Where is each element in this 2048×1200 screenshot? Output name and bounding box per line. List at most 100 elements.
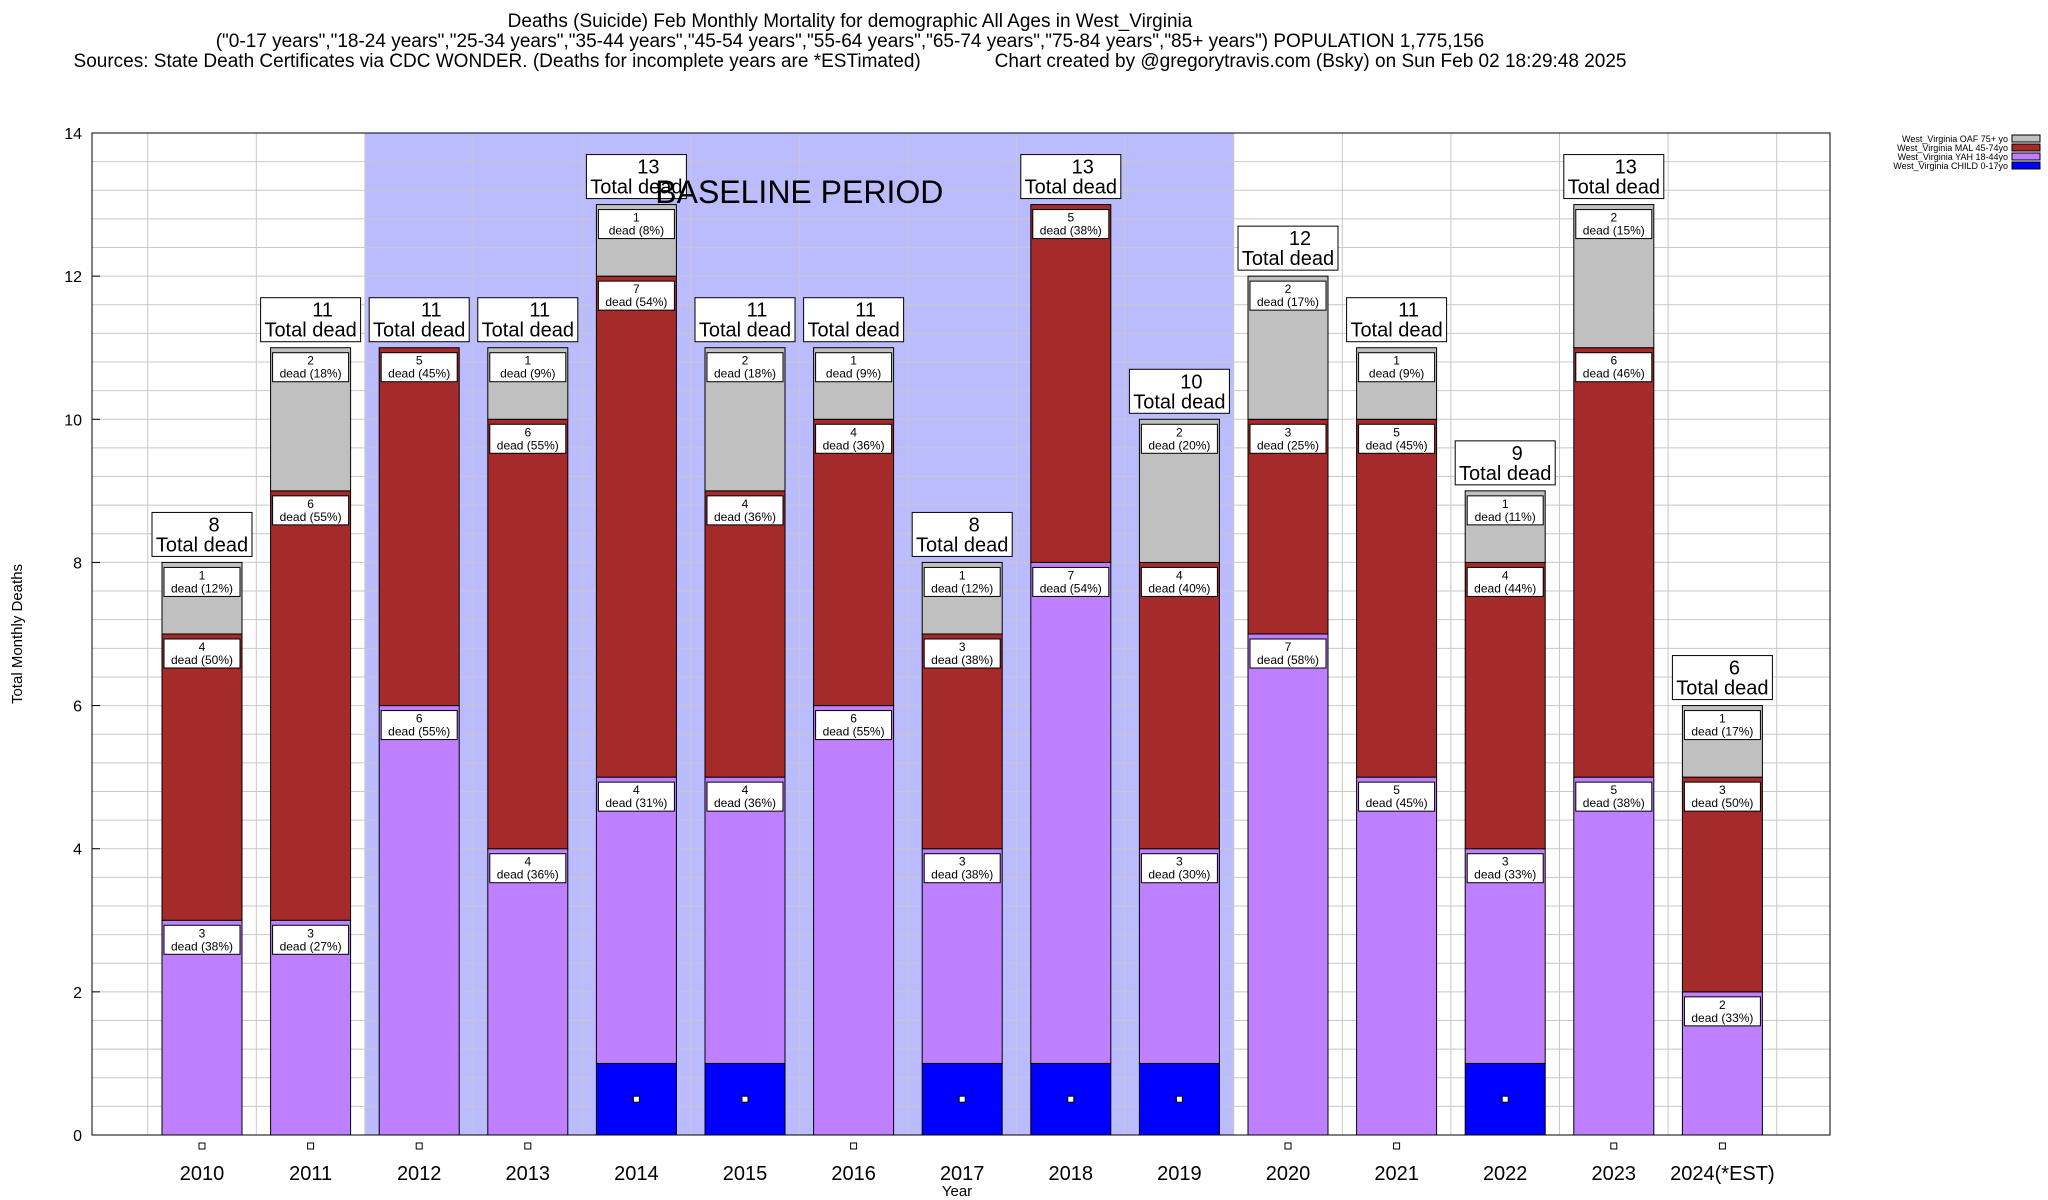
legend-entry: West_Virginia YAH 18-44yo xyxy=(1898,152,2041,162)
x-category-label: 2017 xyxy=(940,1163,985,1185)
segment-percent: dead (8%) xyxy=(609,224,664,238)
total-box xyxy=(260,297,362,343)
total-caption: Total dead xyxy=(699,320,791,342)
total-box xyxy=(1020,154,1122,200)
chart-subtitle-sources: Sources: State Death Certificates via CD… xyxy=(73,51,1627,72)
label-box xyxy=(489,853,567,884)
bar-segment-mal xyxy=(1464,561,1546,850)
label-box xyxy=(1032,209,1110,240)
segment-percent: dead (36%) xyxy=(714,510,776,524)
segment-percent: dead (38%) xyxy=(931,868,993,882)
bar-segment-mal xyxy=(1030,204,1112,563)
total-box xyxy=(1237,225,1339,271)
segment-percent: dead (58%) xyxy=(1257,653,1319,667)
segment-percent: dead (33%) xyxy=(1691,1011,1753,1025)
label-box xyxy=(1575,209,1653,240)
segment-count: 4 xyxy=(524,855,531,869)
x-marker xyxy=(1393,1142,1401,1150)
legend-swatch xyxy=(2011,134,2041,143)
segment-percent: dead (27%) xyxy=(280,939,342,953)
segment-percent: dead (44%) xyxy=(1474,581,1536,595)
bar-segment-yah xyxy=(378,705,460,1136)
total-caption: Total dead xyxy=(1676,678,1768,700)
total-box xyxy=(803,297,905,343)
total-box xyxy=(911,511,1013,557)
legend-label: West_Virginia OAF 75+ yo xyxy=(1902,134,2008,144)
segment-percent: dead (30%) xyxy=(1148,868,1210,882)
total-caption: Total dead xyxy=(590,177,682,199)
x-category-label: 2014 xyxy=(614,1163,659,1185)
legend-entry: West_Virginia CHILD 0-17yo xyxy=(1893,161,2041,171)
total-box xyxy=(477,297,579,343)
segment-count: 3 xyxy=(307,926,314,940)
label-box xyxy=(1140,853,1218,884)
bar-segment-yah xyxy=(921,848,1003,1064)
segment-count: 4 xyxy=(199,640,206,654)
bar-segment-yah xyxy=(1030,561,1112,1064)
segment-count: 1 xyxy=(1719,712,1726,726)
segment-percent: dead (46%) xyxy=(1583,367,1645,381)
label-box xyxy=(1466,566,1544,597)
segment-count: 3 xyxy=(1502,855,1509,869)
label-box xyxy=(163,924,241,955)
segment-count: 4 xyxy=(850,425,857,439)
y-axis-label: Total Monthly Deaths xyxy=(9,564,26,704)
segment-count: 2 xyxy=(742,354,749,368)
legend-swatch xyxy=(2011,161,2041,170)
bar-segment-mal xyxy=(813,418,895,707)
segment-count: 7 xyxy=(1285,640,1292,654)
segment-percent: dead (55%) xyxy=(388,725,450,739)
total-count: 8 xyxy=(969,514,980,536)
bar-segment-mal xyxy=(595,275,677,778)
x-category-label: 2024(*EST) xyxy=(1670,1163,1775,1185)
segment-count: 4 xyxy=(1502,568,1509,582)
segment-count: 2 xyxy=(1285,282,1292,296)
segment-count: 3 xyxy=(1176,855,1183,869)
label-box xyxy=(597,781,675,812)
label-box xyxy=(706,781,784,812)
segment-count: 6 xyxy=(416,712,423,726)
label-box xyxy=(706,352,784,383)
y-tick-label: 14 xyxy=(64,126,82,143)
chart-title-block: Deaths (Suicide) Feb Monthly Mortality f… xyxy=(0,12,1700,72)
label-box xyxy=(706,495,784,526)
segment-percent: dead (38%) xyxy=(1040,224,1102,238)
total-box xyxy=(694,297,796,343)
segment-percent: dead (20%) xyxy=(1148,438,1210,452)
segment-count: 5 xyxy=(416,354,423,368)
label-box xyxy=(163,638,241,669)
x-category-label: 2012 xyxy=(397,1163,442,1185)
total-caption: Total dead xyxy=(1568,177,1660,199)
x-axis-label: Year xyxy=(942,1183,972,1200)
segment-percent: dead (36%) xyxy=(823,438,885,452)
total-box xyxy=(1563,154,1665,200)
y-tick-label: 0 xyxy=(73,1128,82,1145)
x-marker xyxy=(1284,1142,1292,1150)
child-marker xyxy=(1175,1095,1183,1103)
legend-label: West_Virginia CHILD 0-17yo xyxy=(1893,161,2008,171)
legend-entry: West_Virginia MAL 45-74yo xyxy=(1897,143,2041,153)
segment-count: 2 xyxy=(307,354,314,368)
segment-percent: dead (54%) xyxy=(1040,581,1102,595)
segment-count: 7 xyxy=(633,282,640,296)
x-category-label: 2015 xyxy=(723,1163,768,1185)
bar-segment-mal xyxy=(921,633,1003,850)
bar-segment-mal xyxy=(1138,561,1220,850)
total-count: 13 xyxy=(1615,157,1637,179)
label-box xyxy=(1466,853,1544,884)
x-category-label: 2010 xyxy=(180,1163,225,1185)
